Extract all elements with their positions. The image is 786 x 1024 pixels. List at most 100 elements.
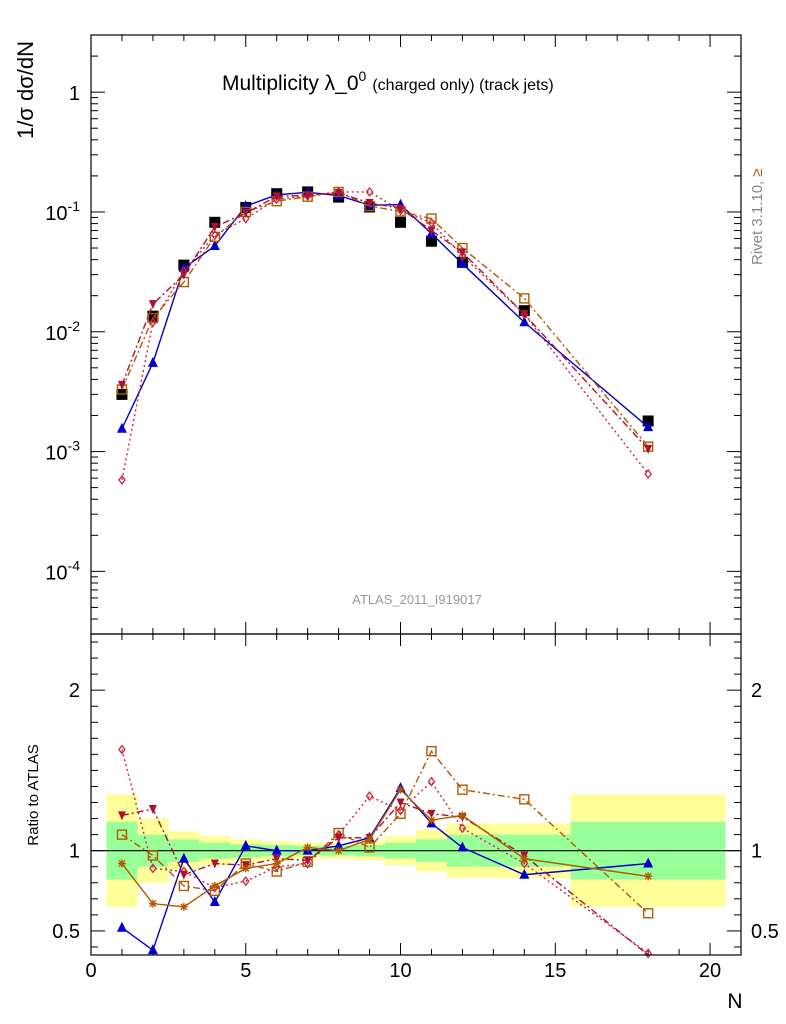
ratio-y-tick-label-right: 1 bbox=[751, 841, 762, 863]
series-layer bbox=[116, 186, 654, 959]
ratio-data-point bbox=[241, 876, 250, 887]
main-y-tick-base: 10 bbox=[45, 443, 67, 465]
ratio-data-point bbox=[396, 798, 405, 808]
ratio-data-point bbox=[458, 811, 467, 820]
chart-title-superscript: 0 bbox=[359, 68, 367, 84]
rivet-side-label: Rivet 3.1.10, ≥ bbox=[749, 169, 766, 265]
ratio-data-point bbox=[334, 846, 343, 855]
main-panel-frame bbox=[90, 34, 742, 635]
x-axis-label: N bbox=[727, 990, 742, 1013]
main-series-line bbox=[121, 191, 649, 430]
main-series-line bbox=[121, 191, 649, 448]
rivet-accent-symbol: ≥ bbox=[749, 169, 766, 177]
ratio-data-point bbox=[241, 864, 250, 873]
ratio-data-point bbox=[303, 843, 312, 852]
ratio-y-tick-label-right: 2 bbox=[751, 680, 762, 702]
main-data-point bbox=[241, 209, 250, 219]
main-series-0 bbox=[116, 186, 654, 427]
main-data-point bbox=[147, 310, 159, 322]
main-data-point bbox=[209, 216, 221, 228]
main-data-point bbox=[395, 216, 407, 228]
main-data-point bbox=[179, 270, 188, 280]
x-tick-label: 5 bbox=[240, 960, 251, 982]
ratio-data-point bbox=[365, 791, 374, 802]
main-data-point bbox=[117, 380, 126, 390]
ratio-y-tick-label: 1 bbox=[69, 841, 80, 863]
main-series-1 bbox=[116, 186, 654, 433]
main-data-point bbox=[425, 235, 437, 247]
main-data-point bbox=[519, 316, 530, 327]
ratio-data-point bbox=[116, 921, 127, 932]
ratio-y-tick-label-right: 0.5 bbox=[751, 921, 779, 943]
main-data-point bbox=[644, 445, 653, 455]
main-data-point bbox=[458, 248, 467, 258]
main-y-tick-base: 10 bbox=[45, 323, 67, 345]
main-data-point bbox=[426, 213, 437, 224]
ratio-data-point bbox=[519, 794, 530, 805]
ratio-y-tick-label: 0.5 bbox=[52, 921, 80, 943]
main-data-point bbox=[209, 231, 221, 243]
chart-title: Multiplicity λ_00 (charged only) (track j… bbox=[222, 68, 554, 95]
ratio-data-point bbox=[365, 835, 374, 844]
ratio-data-point bbox=[427, 776, 436, 787]
rivet-version-text: Rivet 3.1.10, bbox=[749, 181, 766, 265]
ratio-data-point bbox=[457, 841, 468, 852]
main-data-point bbox=[148, 300, 157, 310]
main-data-point bbox=[427, 226, 436, 236]
main-data-point bbox=[519, 293, 530, 304]
main-data-point bbox=[210, 222, 219, 232]
ratio-data-point bbox=[519, 868, 530, 879]
ratio-data-point bbox=[148, 899, 157, 908]
main-data-point bbox=[210, 230, 219, 241]
ratio-data-point bbox=[643, 857, 654, 868]
ratio-data-point bbox=[272, 859, 281, 868]
analysis-watermark: ATLAS_2011_I919017 bbox=[352, 592, 482, 607]
ratio-data-point bbox=[458, 823, 467, 834]
main-data-point bbox=[520, 310, 529, 320]
main-data-point bbox=[365, 186, 374, 197]
ratio-data-point bbox=[210, 859, 219, 869]
main-data-point bbox=[396, 205, 405, 216]
chart-title-suffix: (charged only) (track jets) bbox=[372, 77, 553, 94]
main-data-point bbox=[209, 239, 220, 250]
ratio-data-point bbox=[149, 863, 157, 874]
main-y-tick-base: 10 bbox=[45, 203, 67, 225]
main-y-tick-label: 10-3 bbox=[45, 438, 80, 465]
ratio-data-point bbox=[271, 844, 282, 855]
ratio-y-tick-label: 2 bbox=[69, 680, 80, 702]
ratio-data-point bbox=[303, 858, 312, 869]
main-y-tick-base: 10 bbox=[45, 562, 67, 584]
main-y-tick-exponent: -2 bbox=[68, 318, 81, 334]
main-y-tick-label: 10-4 bbox=[45, 557, 80, 584]
main-series-2 bbox=[116, 186, 654, 452]
main-data-point bbox=[396, 204, 405, 214]
ratio-data-point bbox=[147, 944, 158, 955]
x-tick-label: 0 bbox=[85, 960, 96, 982]
main-data-point bbox=[643, 421, 654, 432]
ratio-data-point bbox=[117, 811, 126, 821]
ratio-data-point bbox=[644, 872, 653, 881]
main-data-point bbox=[241, 213, 250, 224]
ratio-data-point bbox=[179, 902, 188, 911]
ratio-data-point bbox=[116, 829, 128, 840]
ratio-panel-frame bbox=[90, 633, 742, 956]
main-series-3 bbox=[118, 186, 652, 485]
ratio-data-point bbox=[520, 854, 529, 863]
ratio-data-point bbox=[642, 908, 654, 919]
ratio-data-point bbox=[644, 948, 652, 959]
ratio-data-point bbox=[396, 805, 405, 816]
ratio-series-4 bbox=[117, 785, 653, 911]
ratio-data-point bbox=[240, 839, 251, 850]
ratio-y-axis-label: Ratio to ATLAS bbox=[25, 744, 42, 845]
ratio-data-point bbox=[427, 816, 436, 825]
ratio-data-point bbox=[303, 856, 312, 866]
main-y-tick-exponent: -3 bbox=[68, 438, 81, 454]
main-series-line bbox=[121, 192, 649, 450]
x-tick-label: 10 bbox=[389, 960, 411, 982]
main-y-axis-label: 1/σ dσ/dN bbox=[13, 41, 38, 139]
main-data-point bbox=[118, 474, 126, 485]
main-data-point bbox=[457, 257, 468, 268]
ratio-data-point bbox=[426, 745, 437, 757]
main-data-point bbox=[147, 356, 158, 367]
